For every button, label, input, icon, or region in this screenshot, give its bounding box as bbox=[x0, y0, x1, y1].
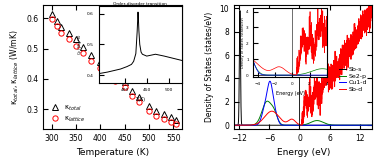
Sb-s bbox=[239, 118, 243, 119]
κ$_{total}$ bbox=[161, 113, 166, 115]
κ$_{total}$ bbox=[174, 119, 178, 121]
X-axis label: Energy (eV): Energy (eV) bbox=[277, 148, 330, 157]
κ$_{total}$ bbox=[113, 75, 117, 77]
Cu1-d bbox=[232, 124, 236, 126]
κ$_{total}$ bbox=[154, 110, 159, 111]
Line: Cu1-d: Cu1-d bbox=[234, 81, 372, 125]
Se2-p bbox=[239, 124, 243, 126]
Cu1-d bbox=[366, 124, 370, 126]
κ$_{total}$ bbox=[122, 81, 127, 83]
κ$_{total}$ bbox=[169, 116, 173, 118]
Sb-d bbox=[366, 14, 370, 16]
κ$_{lattice}$ bbox=[67, 39, 71, 41]
Cu1-d bbox=[370, 124, 375, 126]
Se2-p bbox=[299, 124, 304, 126]
Line: Sb-d: Sb-d bbox=[234, 5, 372, 125]
Sb-d bbox=[369, 4, 373, 6]
κ$_{total}$ bbox=[74, 39, 78, 41]
Se2-p bbox=[366, 124, 371, 126]
κ$_{lattice}$ bbox=[169, 121, 173, 123]
κ$_{lattice}$ bbox=[81, 52, 86, 54]
κ$_{total}$ bbox=[81, 46, 86, 48]
X-axis label: Temperature (K): Temperature (K) bbox=[76, 148, 149, 157]
κ$_{total}$ bbox=[67, 32, 71, 34]
Line: κ$_{lattice}$: κ$_{lattice}$ bbox=[49, 16, 178, 127]
κ$_{lattice}$ bbox=[122, 86, 127, 88]
κ$_{total}$ bbox=[98, 61, 103, 63]
Sb-s bbox=[299, 124, 304, 126]
Cu1-d bbox=[299, 124, 304, 126]
Sb-s bbox=[232, 124, 236, 126]
κ$_{lattice}$ bbox=[154, 115, 159, 117]
Line: Sb-s: Sb-s bbox=[234, 11, 372, 125]
Sb-d bbox=[296, 123, 300, 125]
κ$_{lattice}$ bbox=[98, 67, 103, 69]
Line: κ$_{total}$: κ$_{total}$ bbox=[49, 11, 178, 122]
κ$_{total}$ bbox=[88, 54, 93, 56]
Se2-p bbox=[296, 124, 300, 126]
Cu1-d bbox=[296, 124, 300, 126]
Cu1-d bbox=[268, 80, 272, 82]
Sb-d bbox=[366, 15, 370, 16]
Line: Se2-p: Se2-p bbox=[234, 101, 372, 125]
κ$_{lattice}$ bbox=[50, 18, 54, 20]
Se2-p bbox=[341, 124, 345, 126]
Se2-p bbox=[366, 124, 370, 126]
κ$_{total}$ bbox=[130, 90, 134, 92]
Sb-s bbox=[296, 124, 300, 126]
Y-axis label: Density of States (states/eV): Density of States (states/eV) bbox=[205, 12, 214, 122]
Sb-s bbox=[370, 124, 375, 126]
κ$_{lattice}$ bbox=[137, 101, 142, 103]
κ$_{lattice}$ bbox=[161, 118, 166, 120]
κ$_{total}$ bbox=[50, 13, 54, 15]
κ$_{total}$ bbox=[137, 96, 142, 98]
Sb-s bbox=[238, 10, 242, 12]
κ$_{total}$ bbox=[105, 67, 110, 69]
Se2-p bbox=[232, 124, 236, 126]
Sb-d bbox=[370, 14, 375, 16]
Legend: Sb-s, Se2-p, Cu1-d, Sb-d: Sb-s, Se2-p, Cu1-d, Sb-d bbox=[336, 64, 369, 95]
κ$_{lattice}$ bbox=[74, 45, 78, 46]
Sb-s bbox=[366, 124, 371, 126]
κ$_{lattice}$ bbox=[130, 95, 134, 97]
Se2-p bbox=[265, 100, 270, 102]
Se2-p bbox=[370, 124, 375, 126]
Cu1-d bbox=[239, 124, 243, 126]
Y-axis label: κ$_{total}$, κ$_{lattice}$ (W/mK): κ$_{total}$, κ$_{lattice}$ (W/mK) bbox=[8, 29, 21, 105]
Cu1-d bbox=[366, 124, 371, 126]
Sb-s bbox=[366, 124, 371, 126]
Sb-d bbox=[232, 124, 236, 126]
Cu1-d bbox=[341, 124, 345, 126]
κ$_{total}$ bbox=[147, 105, 151, 107]
κ$_{lattice}$ bbox=[88, 60, 93, 62]
κ$_{lattice}$ bbox=[174, 123, 178, 125]
Sb-d bbox=[341, 55, 345, 57]
κ$_{lattice}$ bbox=[59, 32, 64, 34]
κ$_{lattice}$ bbox=[147, 111, 151, 112]
Sb-d bbox=[299, 124, 304, 126]
κ$_{lattice}$ bbox=[105, 73, 110, 75]
Sb-s bbox=[259, 124, 264, 126]
Legend: κ$_{total}$, κ$_{lattice}$: κ$_{total}$, κ$_{lattice}$ bbox=[47, 102, 86, 125]
κ$_{total}$ bbox=[59, 27, 64, 28]
κ$_{total}$ bbox=[54, 20, 59, 22]
κ$_{lattice}$ bbox=[54, 26, 59, 27]
Sb-d bbox=[239, 124, 243, 126]
κ$_{lattice}$ bbox=[113, 80, 117, 82]
Sb-s bbox=[341, 124, 345, 126]
